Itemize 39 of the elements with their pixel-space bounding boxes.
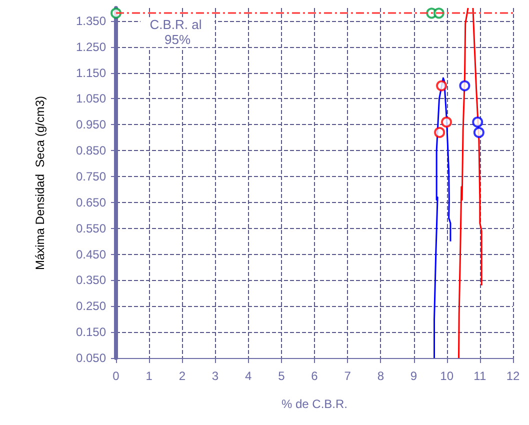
y-tick-label: 0.550	[76, 221, 106, 236]
point	[436, 80, 448, 92]
point	[441, 116, 452, 128]
x-tick-label: 0	[112, 369, 120, 383]
x-tick-label: 12	[506, 369, 520, 383]
x-tick-label: 6	[311, 369, 318, 383]
point	[473, 126, 484, 138]
y-tick-label: 0.350	[76, 273, 106, 288]
y-axis-title: Máxima Densidad Seca (g/cm3)	[33, 96, 47, 270]
y-tick-label: 0.450	[76, 247, 106, 262]
y-tick-label: 1.250	[76, 40, 106, 54]
x-tick-label: 5	[278, 369, 286, 383]
y-tick-label: 0.850	[76, 144, 106, 158]
y-tick-label: 0.750	[76, 170, 106, 184]
x-tick-label: 7	[344, 369, 352, 383]
line-series	[472, 7, 482, 286]
point	[434, 126, 446, 138]
x-tick-label: 10	[440, 369, 454, 383]
x-tick-label: 8	[377, 369, 384, 383]
y-tick-label: 0.950	[76, 118, 106, 132]
x-tick-label: 1	[146, 369, 153, 383]
ref-line-label: C.B.R. al 95%	[150, 17, 206, 48]
y-tick-label: 0.650	[76, 195, 106, 210]
line-series	[434, 77, 452, 359]
line-series	[458, 7, 469, 359]
x-tick-label: 3	[212, 369, 219, 383]
x-tick-label: 4	[244, 369, 252, 383]
point	[459, 80, 470, 92]
y-tick-label: 1.050	[76, 92, 106, 106]
y-tick-label: 0.050	[76, 351, 106, 365]
y-tick-label: 1.150	[76, 66, 106, 80]
y-tick-label: 0.250	[76, 299, 106, 314]
y-tick-label: 0.150	[76, 325, 106, 340]
x-axis-title: % de C.B.R.	[281, 397, 348, 411]
y-tick-label: 1.350	[76, 14, 106, 28]
point	[472, 116, 484, 128]
x-tick-label: 9	[410, 369, 418, 383]
x-tick-label: 2	[178, 369, 186, 383]
x-tick-label: 11	[474, 369, 486, 383]
